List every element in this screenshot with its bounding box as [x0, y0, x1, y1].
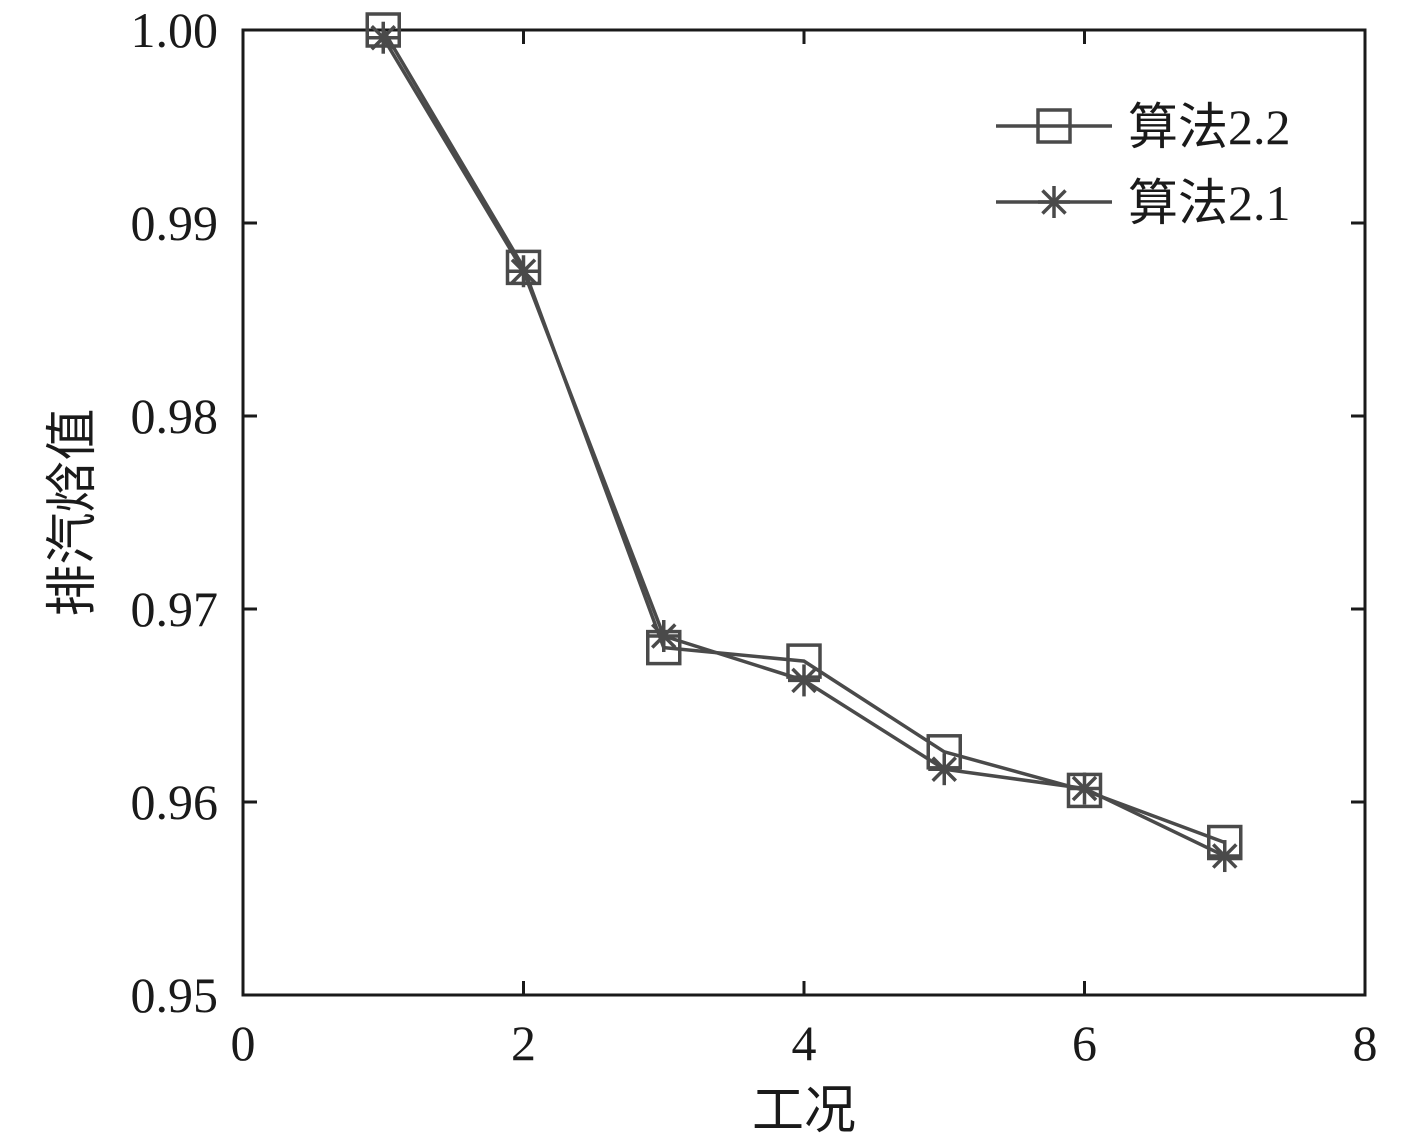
- legend-entry: 算法2.1: [996, 175, 1291, 231]
- asterisk-stroke: [1041, 189, 1067, 215]
- series-layer: [365, 12, 1243, 873]
- data-point-asterisk: [788, 664, 820, 697]
- asterisk-stroke: [370, 24, 397, 51]
- data-point-asterisk: [367, 21, 400, 54]
- legend-marker-square: [1036, 108, 1072, 144]
- x-tick-label: 0: [231, 1015, 256, 1071]
- y-tick-label: 0.95: [131, 967, 219, 1023]
- y-axis-title: 排汽焓值: [45, 408, 102, 616]
- series-line: [381, 29, 1226, 845]
- x-tick-label: 2: [511, 1015, 536, 1071]
- data-point-asterisk: [1068, 772, 1101, 805]
- legend-label: 算法2.2: [1128, 99, 1291, 155]
- x-tick-label: 6: [1072, 1015, 1097, 1071]
- asterisk-stroke: [931, 756, 958, 782]
- series-2: [367, 21, 1241, 873]
- asterisk-stroke: [650, 623, 677, 649]
- series-1: [365, 12, 1243, 861]
- y-tick-label: 0.97: [131, 581, 219, 637]
- x-tick-label: 8: [1353, 1015, 1378, 1071]
- data-point-asterisk: [1208, 840, 1241, 873]
- data-point-asterisk: [507, 255, 540, 288]
- y-tick-label: 1.00: [131, 2, 219, 58]
- legend-marker-asterisk: [1038, 186, 1070, 218]
- y-tick-label: 0.96: [131, 774, 219, 830]
- asterisk-stroke: [510, 258, 537, 285]
- data-point-asterisk: [647, 620, 680, 653]
- x-axis-title: 工况: [752, 1083, 856, 1140]
- asterisk-stroke: [1211, 843, 1238, 869]
- x-axis-ticks: 0 2 4 6 8: [231, 30, 1378, 1071]
- y-tick-label: 0.98: [131, 388, 219, 444]
- legend-entry: 算法2.2: [996, 99, 1291, 155]
- series-line: [381, 36, 1226, 858]
- y-tick-label: 0.99: [131, 195, 219, 251]
- x-tick-label: 4: [792, 1015, 817, 1071]
- data-point-asterisk: [928, 753, 961, 786]
- y-axis-ticks: 0.95 0.96 0.97 0.98 0.99 1.00: [131, 2, 1365, 1023]
- legend: 算法2.2 算法2.1: [996, 99, 1291, 231]
- asterisk-stroke: [791, 667, 817, 694]
- legend-label: 算法2.1: [1128, 175, 1291, 231]
- asterisk-stroke: [1071, 775, 1098, 802]
